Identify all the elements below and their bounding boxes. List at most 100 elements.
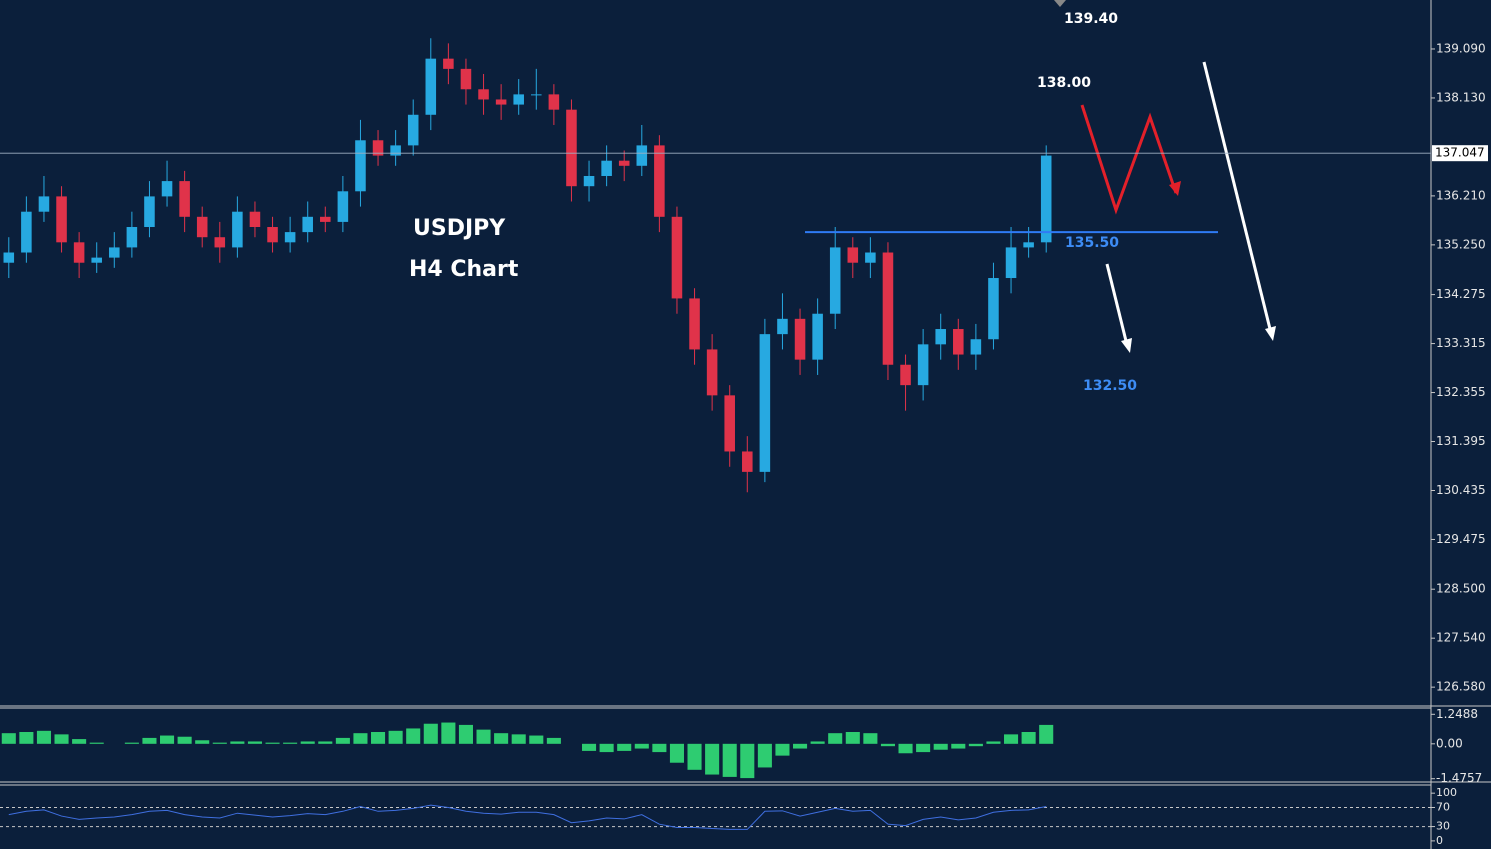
candle-body bbox=[566, 109, 577, 187]
white-arrow bbox=[1202, 61, 1273, 334]
histogram-bar bbox=[441, 722, 456, 744]
annotation: H4 Chart bbox=[409, 257, 519, 282]
candle-body bbox=[337, 191, 349, 222]
candle-body bbox=[495, 99, 507, 105]
candle-body bbox=[742, 451, 753, 472]
histogram-bar bbox=[968, 743, 983, 747]
histogram-bar bbox=[36, 730, 51, 744]
candle-body bbox=[917, 344, 929, 386]
histogram-bar bbox=[160, 735, 175, 744]
candle-body bbox=[232, 211, 243, 248]
candle-body bbox=[407, 114, 419, 146]
candle-body bbox=[73, 242, 85, 263]
histogram-bar bbox=[494, 733, 509, 744]
candle-body bbox=[390, 145, 401, 156]
candle-body bbox=[636, 145, 648, 166]
histogram-bar bbox=[845, 732, 860, 744]
y-tick-label: 131.395 bbox=[1436, 434, 1486, 448]
candle-body bbox=[109, 247, 120, 258]
candle-body bbox=[38, 196, 50, 212]
histogram-bar bbox=[423, 723, 438, 744]
candle-body bbox=[144, 196, 155, 228]
candle-body bbox=[284, 232, 296, 243]
histogram-bar bbox=[247, 741, 262, 744]
histogram-bar bbox=[916, 743, 931, 753]
candle-body bbox=[56, 196, 67, 243]
histogram-bar bbox=[511, 734, 526, 744]
candle-body bbox=[513, 94, 524, 105]
histogram-bar bbox=[740, 743, 755, 779]
candle-body bbox=[249, 211, 261, 228]
candle-body bbox=[302, 216, 313, 233]
histogram-bar bbox=[335, 737, 350, 744]
histogram-bar bbox=[318, 741, 333, 744]
y-tick-label: 129.475 bbox=[1436, 532, 1486, 546]
histogram-bar bbox=[1021, 732, 1036, 744]
red-zigzag bbox=[1080, 104, 1178, 215]
histogram-bar bbox=[757, 743, 772, 768]
histogram-bar bbox=[617, 743, 632, 751]
candle-body bbox=[478, 89, 489, 100]
histogram-bar bbox=[722, 743, 737, 777]
y-tick-label: -1.4757 bbox=[1436, 771, 1482, 785]
candle-body bbox=[865, 252, 876, 263]
histogram-bar bbox=[230, 741, 245, 744]
rsi-line bbox=[8, 804, 1047, 830]
candle-body bbox=[161, 181, 173, 197]
histogram-bar bbox=[828, 733, 843, 744]
level-label: 135.50 bbox=[1065, 235, 1119, 251]
arrow-head bbox=[1169, 181, 1181, 196]
candle-body bbox=[829, 247, 841, 314]
candle-body bbox=[988, 278, 999, 340]
candle-body bbox=[267, 227, 278, 243]
candle-body bbox=[777, 318, 788, 335]
histogram-bar bbox=[177, 736, 192, 744]
histogram-bar bbox=[300, 741, 315, 744]
candle-body bbox=[1040, 155, 1052, 243]
candle-body bbox=[3, 252, 15, 263]
y-tick-label: 100 bbox=[1436, 786, 1457, 799]
histogram-bar bbox=[810, 741, 825, 744]
histogram-bar bbox=[124, 742, 139, 744]
candle-body bbox=[654, 145, 665, 217]
histogram-bar bbox=[195, 740, 210, 744]
y-tick-label: 126.580 bbox=[1436, 680, 1486, 694]
candle-body bbox=[531, 94, 542, 96]
candle-body bbox=[882, 252, 894, 365]
candle-body bbox=[847, 247, 859, 263]
candle-body bbox=[548, 94, 560, 110]
candle-body bbox=[214, 237, 226, 248]
candle-body bbox=[689, 298, 700, 350]
candle-body bbox=[794, 318, 806, 360]
candle-body bbox=[320, 216, 331, 222]
histogram-bar bbox=[705, 743, 720, 775]
candle-body bbox=[179, 181, 190, 217]
candle-body bbox=[759, 334, 771, 472]
histogram-bar bbox=[406, 728, 421, 744]
histogram-bar bbox=[669, 743, 684, 763]
histogram-bar bbox=[212, 742, 227, 744]
candle-body bbox=[425, 58, 437, 115]
histogram-bar bbox=[898, 743, 913, 754]
candle-body bbox=[372, 140, 384, 156]
y-tick-label: 135.250 bbox=[1436, 237, 1486, 251]
candle-body bbox=[900, 364, 911, 386]
y-tick-label: 30 bbox=[1436, 820, 1450, 833]
histogram-bar bbox=[72, 739, 87, 744]
histogram-bar bbox=[371, 732, 386, 744]
histogram-bar bbox=[353, 733, 368, 744]
y-tick-label: 134.275 bbox=[1436, 287, 1486, 301]
candle-body bbox=[126, 227, 138, 248]
y-tick-label: 70 bbox=[1436, 800, 1450, 813]
histogram-bar bbox=[1039, 724, 1054, 744]
candle-body bbox=[671, 216, 683, 299]
annotation: USDJPY bbox=[413, 216, 506, 241]
y-tick-label: 136.210 bbox=[1436, 188, 1486, 202]
histogram-bar bbox=[476, 729, 491, 744]
candle-body bbox=[21, 211, 32, 253]
candle-body bbox=[706, 349, 718, 396]
candle-body bbox=[724, 395, 735, 452]
candle-body bbox=[618, 160, 630, 166]
